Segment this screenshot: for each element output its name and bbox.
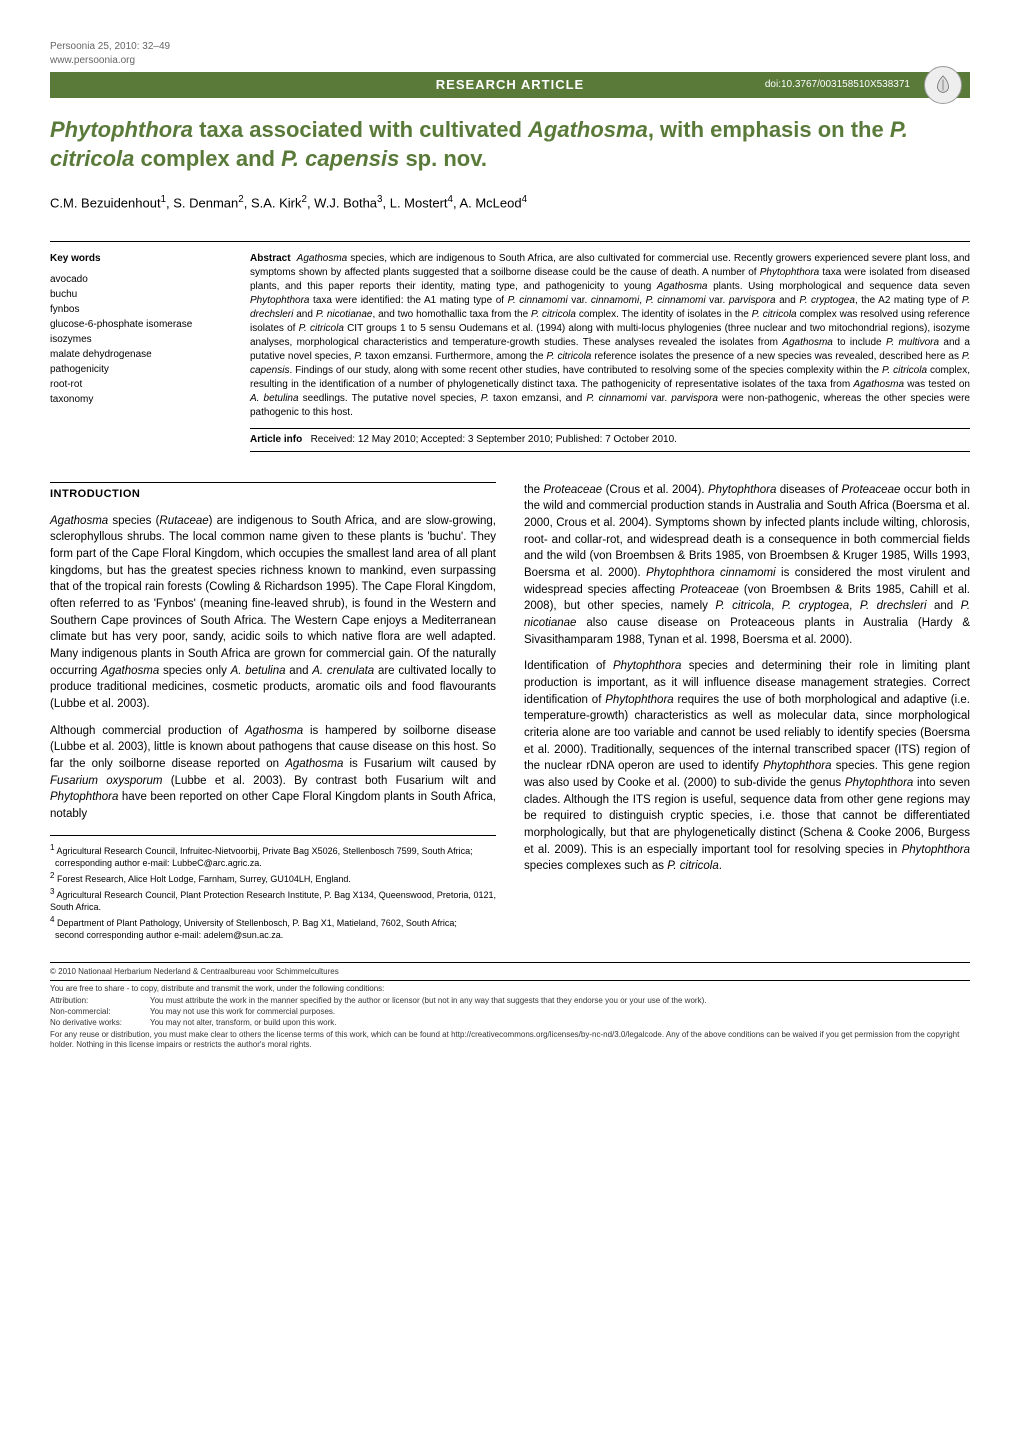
article-title: Phytophthora taxa associated with cultiv…	[50, 116, 970, 173]
affiliation-footnotes: 1 Agricultural Research Council, Infruit…	[50, 835, 496, 942]
intro-left-text: Agathosma species (Rutaceae) are indigen…	[50, 513, 496, 823]
left-column: INTRODUCTION Agathosma species (Rutaceae…	[50, 482, 496, 942]
journal-logo-icon	[924, 66, 962, 104]
keyword-item: isozymes	[50, 332, 220, 347]
abstract-text: Agathosma species, which are indigenous …	[250, 253, 970, 418]
copyright-line1: © 2010 Nationaal Herbarium Nederland & C…	[50, 967, 970, 977]
intro-right-text: the Proteaceae (Crous et al. 2004). Phyt…	[524, 482, 970, 875]
abstract-column: Abstract Agathosma species, which are in…	[250, 252, 970, 420]
noncomm-text: You may not use this work for commercial…	[150, 1007, 335, 1016]
keyword-item: glucose-6-phosphate isomerase	[50, 317, 220, 332]
keyword-item: malate dehydrogenase	[50, 347, 220, 362]
keywords-abstract-row: Key words avocado buchu fynbos glucose-6…	[50, 241, 970, 420]
header-bar-title: RESEARCH ARTICLE	[436, 76, 584, 94]
keywords-heading: Key words	[50, 252, 220, 266]
header-bar: RESEARCH ARTICLE doi:10.3767/003158510X5…	[50, 72, 970, 98]
article-info-text: Received: 12 May 2010; Accepted: 3 Septe…	[311, 434, 677, 445]
keyword-item: root-rot	[50, 377, 220, 392]
noderiv-text: You may not alter, transform, or build u…	[150, 1018, 336, 1027]
keyword-item: pathogenicity	[50, 362, 220, 377]
top-meta-row: Persoonia 25, 2010: 32–49 www.persoonia.…	[50, 40, 970, 68]
attribution-label: Attribution:	[50, 996, 150, 1006]
license-footer: For any reuse or distribution, you must …	[50, 1030, 970, 1051]
article-info-label: Article info	[250, 434, 302, 445]
keyword-item: buchu	[50, 287, 220, 302]
journal-url: www.persoonia.org	[50, 55, 135, 66]
introduction-heading: INTRODUCTION	[50, 482, 496, 503]
doi-text: doi:10.3767/003158510X538371	[765, 78, 910, 92]
authors: C.M. Bezuidenhout1, S. Denman2, S.A. Kir…	[50, 193, 970, 213]
attribution-text: You must attribute the work in the manne…	[150, 996, 706, 1005]
keyword-item: taxonomy	[50, 392, 220, 407]
article-info-bar: Article info Received: 12 May 2010; Acce…	[250, 428, 970, 452]
body-two-col: INTRODUCTION Agathosma species (Rutaceae…	[50, 482, 970, 942]
noderiv-label: No derivative works:	[50, 1018, 150, 1028]
keywords-column: Key words avocado buchu fynbos glucose-6…	[50, 252, 220, 420]
noncomm-label: Non-commercial:	[50, 1007, 150, 1017]
keyword-item: fynbos	[50, 302, 220, 317]
share-line: You are free to share - to copy, distrib…	[50, 984, 970, 994]
keyword-item: avocado	[50, 272, 220, 287]
copyright-section: © 2010 Nationaal Herbarium Nederland & C…	[50, 962, 970, 1051]
right-column: the Proteaceae (Crous et al. 2004). Phyt…	[524, 482, 970, 942]
keywords-list: avocado buchu fynbos glucose-6-phosphate…	[50, 272, 220, 407]
journal-ref: Persoonia 25, 2010: 32–49	[50, 41, 170, 52]
abstract-label: Abstract	[250, 253, 291, 264]
